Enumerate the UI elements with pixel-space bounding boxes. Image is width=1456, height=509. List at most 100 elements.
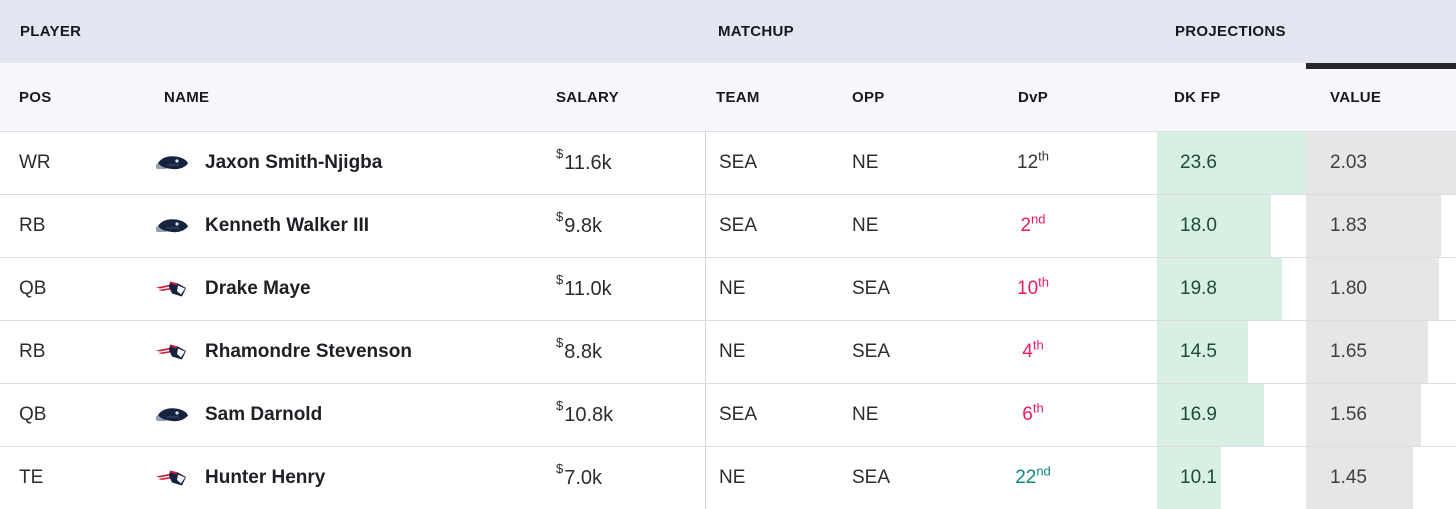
dollar-sign: $: [556, 335, 564, 350]
value-number: 1.80: [1330, 278, 1367, 299]
group-header-row: PLAYER MATCHUP PROJECTIONS: [0, 0, 1456, 63]
player-row[interactable]: QB Drake Maye $11.0k: [0, 257, 1456, 320]
value-cell: 1.83: [1306, 195, 1456, 257]
dvp-rank-number: 6: [1022, 404, 1033, 425]
team-abbr: NE: [705, 321, 845, 383]
dk-fp-bar: [1157, 258, 1282, 320]
value-bar: [1306, 447, 1414, 509]
player-row[interactable]: WR Jaxon Smith-Njigba: [0, 131, 1456, 194]
dvp-rank-number: 4: [1022, 341, 1033, 362]
dvp-rank-suffix: th: [1032, 337, 1044, 353]
dk-fp-cell: 14.5: [1157, 321, 1306, 383]
column-header-salary[interactable]: SALARY: [556, 88, 619, 106]
dvp-rank: 10th: [985, 258, 1157, 320]
value-bar: [1306, 195, 1442, 257]
column-header-dkfp[interactable]: DK FP: [1174, 88, 1221, 106]
player-name: Kenneth Walker III: [205, 215, 369, 236]
group-header-player: PLAYER: [20, 23, 82, 40]
player-name-cell: Hunter Henry: [156, 447, 540, 509]
column-header-value[interactable]: VALUE: [1306, 63, 1456, 131]
column-header-opp[interactable]: OPP: [852, 88, 885, 106]
team-abbr: SEA: [705, 132, 845, 194]
player-name: Sam Darnold: [205, 404, 323, 425]
player-salary: $10.8k: [540, 384, 705, 446]
dk-fp-bar: [1157, 384, 1264, 446]
patriots-logo-icon: [155, 279, 189, 299]
salary-amount: 11.6k: [564, 151, 612, 174]
player-position: RB: [19, 215, 46, 236]
dk-fp-value: 16.9: [1180, 404, 1217, 425]
dvp-rank-suffix: th: [1038, 148, 1049, 164]
player-position: WR: [19, 152, 51, 173]
group-header-matchup: MATCHUP: [718, 23, 794, 40]
value-number: 1.83: [1330, 215, 1367, 236]
dollar-sign: $: [556, 398, 564, 413]
salary-amount: 10.8k: [564, 403, 614, 426]
player-row[interactable]: TE Hunter Henry $7.0k: [0, 446, 1456, 509]
value-bar: [1306, 321, 1428, 383]
value-number: 2.03: [1330, 152, 1367, 173]
player-name-cell: Sam Darnold: [156, 384, 540, 446]
dvp-rank-suffix: nd: [1031, 211, 1046, 227]
seahawks-logo-icon: [155, 216, 189, 236]
column-header-row: POS NAME SALARY TEAM OPP DvP DK FP VALUE: [0, 63, 1456, 131]
dk-fp-bar: [1157, 447, 1221, 509]
player-row[interactable]: RB Rhamondre Stevenson: [0, 320, 1456, 383]
dk-fp-bar: [1157, 195, 1271, 257]
player-salary: $8.8k: [540, 321, 705, 383]
player-name: Jaxon Smith-Njigba: [205, 152, 383, 173]
player-name-cell: Drake Maye: [156, 258, 540, 320]
value-number: 1.56: [1330, 404, 1367, 425]
dvp-rank: 2nd: [985, 195, 1157, 257]
opponent-abbr: SEA: [852, 278, 891, 299]
player-row[interactable]: QB Sam Darnold $10.8k: [0, 383, 1456, 446]
opponent-abbr: NE: [852, 404, 879, 425]
dk-fp-cell: 10.1: [1157, 447, 1306, 509]
value-bar: [1306, 384, 1422, 446]
dvp-rank-suffix: th: [1038, 274, 1049, 290]
seahawks-logo-icon: [155, 153, 189, 173]
dvp-rank-number: 12: [1017, 152, 1039, 173]
player-salary: $11.6k: [540, 132, 705, 194]
player-salary: $7.0k: [540, 447, 705, 509]
dollar-sign: $: [556, 461, 564, 476]
value-cell: 1.56: [1306, 384, 1456, 446]
dollar-sign: $: [556, 272, 564, 287]
player-salary: $11.0k: [540, 258, 705, 320]
column-header-pos[interactable]: POS: [19, 88, 52, 106]
dk-fp-value: 10.1: [1180, 467, 1217, 488]
dvp-rank-number: 22: [1015, 467, 1037, 488]
player-name-cell: Kenneth Walker III: [156, 195, 540, 257]
team-abbr: NE: [705, 258, 845, 320]
player-name-cell: Jaxon Smith-Njigba: [156, 132, 540, 194]
group-header-projections: PROJECTIONS: [1175, 23, 1286, 40]
dvp-rank: 12th: [985, 132, 1157, 194]
dk-fp-cell: 18.0: [1157, 195, 1306, 257]
dvp-rank: 22nd: [985, 447, 1157, 509]
dk-fp-cell: 19.8: [1157, 258, 1306, 320]
dvp-rank-suffix: th: [1032, 400, 1044, 416]
dollar-sign: $: [556, 146, 564, 161]
player-name: Drake Maye: [205, 278, 311, 299]
value-cell: 1.80: [1306, 258, 1456, 320]
salary-amount: 11.0k: [564, 277, 612, 300]
dvp-rank: 6th: [985, 384, 1157, 446]
salary-amount: 7.0k: [564, 466, 603, 489]
column-header-dvp[interactable]: DvP: [1017, 88, 1049, 106]
value-number: 1.65: [1330, 341, 1367, 362]
team-abbr: SEA: [705, 384, 845, 446]
seahawks-logo-icon: [155, 405, 189, 425]
column-header-value-label: VALUE: [1330, 88, 1382, 106]
salary-amount: 8.8k: [564, 340, 603, 363]
value-cell: 1.45: [1306, 447, 1456, 509]
column-header-name[interactable]: NAME: [164, 88, 210, 106]
player-position: QB: [19, 278, 47, 299]
dk-fp-value: 14.5: [1180, 341, 1217, 362]
player-position: QB: [19, 404, 47, 425]
player-position: RB: [19, 341, 46, 362]
table-body: WR Jaxon Smith-Njigba: [0, 131, 1456, 509]
column-header-team[interactable]: TEAM: [716, 88, 760, 106]
value-cell: 2.03: [1306, 132, 1456, 194]
player-row[interactable]: RB Kenneth Walker III: [0, 194, 1456, 257]
value-bar: [1306, 258, 1440, 320]
